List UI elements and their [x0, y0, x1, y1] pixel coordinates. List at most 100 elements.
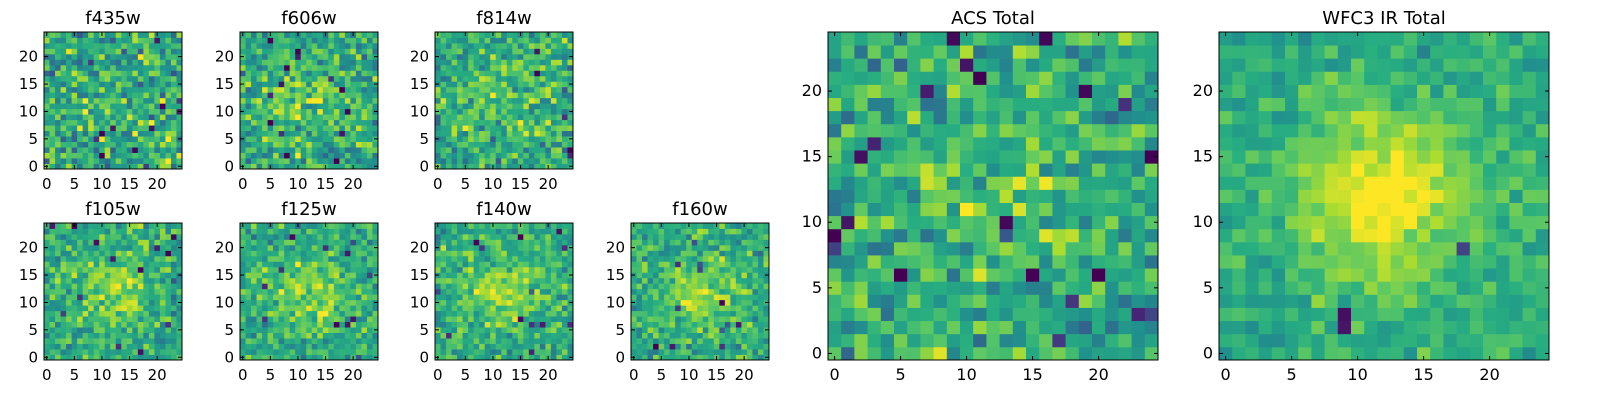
heatmap-cell — [262, 75, 268, 82]
heatmap-cell — [170, 81, 177, 88]
heatmap-cell — [680, 294, 687, 301]
heatmap-cell — [653, 349, 659, 355]
heatmap-cell — [55, 37, 61, 44]
heatmap-cell — [933, 333, 948, 348]
heatmap-cell — [350, 327, 357, 333]
heatmap-cell — [300, 92, 307, 99]
heatmap-cell — [245, 261, 252, 268]
heatmap-cell — [49, 64, 56, 71]
heatmap-cell — [479, 261, 486, 268]
heatmap-cell — [262, 272, 268, 279]
heatmap-cell — [556, 332, 563, 339]
heatmap-cell — [567, 119, 574, 126]
heatmap-cell — [176, 48, 183, 55]
heatmap-cell — [446, 332, 452, 339]
heatmap-cell — [446, 288, 452, 295]
heatmap-cell — [484, 266, 491, 273]
heatmap-cell — [295, 338, 302, 344]
heatmap-cell — [300, 288, 307, 295]
heatmap-cell — [697, 261, 704, 268]
heatmap-cell — [115, 223, 122, 229]
heatmap-cell — [642, 266, 648, 273]
heatmap-cell — [561, 338, 568, 344]
heatmap-cell — [366, 233, 373, 240]
heatmap-cell — [468, 349, 475, 355]
heatmap-cell — [880, 241, 895, 256]
heatmap-cell — [71, 119, 78, 126]
heatmap-cell — [730, 244, 737, 251]
heatmap-cell — [664, 250, 671, 257]
heatmap-cell — [256, 158, 263, 164]
heatmap-cell — [66, 59, 72, 66]
heatmap-cell — [631, 266, 637, 273]
heatmap-cell — [534, 332, 541, 339]
heatmap-cell — [71, 37, 78, 44]
heatmap-cell — [669, 283, 676, 290]
heatmap-cell — [647, 283, 654, 290]
heatmap-cell — [44, 70, 50, 77]
heatmap-cell — [675, 327, 682, 333]
heatmap-cell — [468, 294, 475, 301]
heatmap-cell — [473, 349, 480, 355]
heatmap-cell — [479, 152, 486, 159]
heatmap-cell — [66, 294, 72, 301]
heatmap-cell — [300, 349, 307, 355]
heatmap-cell — [159, 343, 166, 350]
heatmap-cell — [473, 108, 480, 115]
heatmap-cell — [165, 48, 172, 55]
heatmap-cell — [306, 86, 313, 93]
heatmap-cell — [44, 97, 50, 104]
heatmap-cell — [440, 288, 447, 295]
heatmap-cell — [328, 103, 335, 110]
heatmap-cell — [697, 272, 704, 279]
heatmap-cell — [289, 53, 296, 60]
heatmap-cell — [484, 141, 491, 148]
heatmap-cell — [462, 233, 469, 240]
heatmap-cell — [284, 163, 291, 170]
heatmap-cell — [300, 125, 307, 132]
heatmap-cell — [366, 321, 373, 328]
heatmap-cell — [82, 228, 89, 235]
heatmap-cell — [267, 266, 274, 273]
heatmap-cell — [528, 228, 535, 235]
heatmap-cell — [501, 136, 508, 142]
heatmap-cell — [154, 158, 161, 164]
heatmap-cell — [451, 250, 458, 257]
heatmap-cell — [490, 136, 497, 142]
heatmap-cell — [311, 48, 318, 55]
heatmap-cell — [300, 321, 307, 328]
heatmap-cell — [88, 53, 95, 60]
y-tick-label: 15 — [410, 75, 429, 93]
heatmap-cell — [251, 163, 257, 170]
heatmap-cell — [435, 75, 441, 82]
heatmap-cell — [273, 277, 280, 284]
heatmap-cell — [110, 283, 117, 290]
heatmap-cell — [137, 305, 144, 312]
heatmap-cell — [240, 288, 246, 295]
heatmap-cell — [295, 288, 302, 295]
heatmap-cell — [110, 321, 117, 328]
heatmap-cell — [284, 239, 291, 246]
heatmap-cell — [148, 343, 155, 350]
heatmap-cell — [440, 228, 447, 235]
heatmap-cell — [132, 64, 139, 71]
heatmap-cell — [451, 75, 458, 82]
heatmap-cell — [137, 152, 144, 159]
heatmap-cell — [479, 272, 486, 279]
heatmap-cell — [170, 349, 177, 355]
heatmap-cell — [550, 147, 557, 153]
heatmap-cell — [273, 349, 280, 355]
heatmap-cell — [675, 250, 682, 257]
heatmap-cell — [680, 283, 687, 290]
heatmap-cell — [539, 108, 546, 115]
heatmap-cell — [44, 125, 50, 132]
heatmap-cell — [440, 42, 447, 49]
heatmap-cell — [306, 244, 313, 251]
heatmap-cell — [60, 136, 67, 142]
heatmap-cell — [55, 321, 61, 328]
heatmap-cell — [110, 130, 117, 137]
heatmap-cell — [517, 283, 524, 290]
y-tick-label: 0 — [419, 157, 429, 175]
heatmap-cell — [143, 81, 150, 88]
heatmap-cell — [550, 75, 557, 82]
